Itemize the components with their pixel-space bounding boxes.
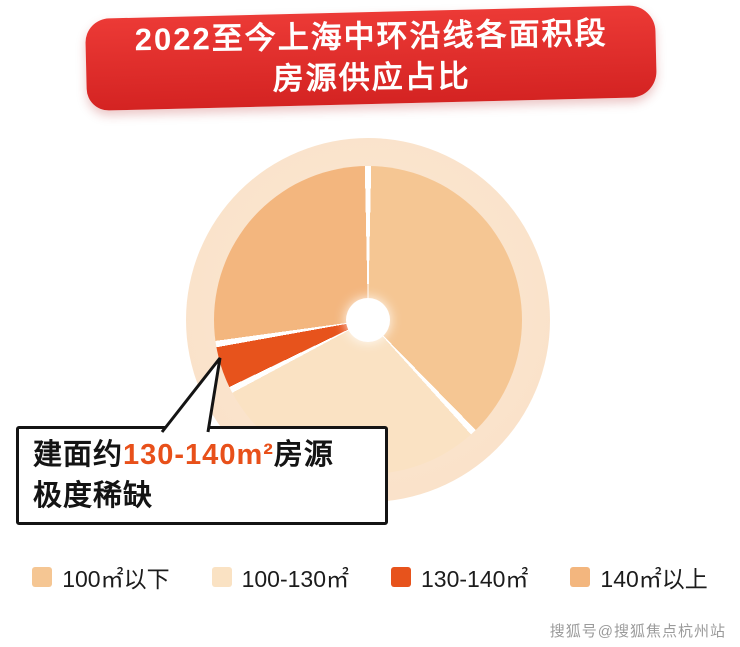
callout-highlight: 130-140m² [123, 439, 274, 471]
callout-text: 建面约130-140m²房源极度稀缺 [33, 435, 371, 516]
title-ribbon: 2022至今上海中环沿线各面积段 房源供应占比 [84, 5, 658, 111]
legend-item-130-140: 130-140㎡ [391, 560, 528, 594]
callout-line2: 极度稀缺 [33, 479, 154, 512]
chart-title-line2: 房源供应占比 [272, 58, 471, 97]
chart-title-line1: 2022至今上海中环沿线各面积段 [133, 15, 608, 58]
legend-item-under-100: 100㎡以下 [32, 560, 170, 594]
callout-prefix: 建面约 [33, 439, 124, 471]
chart-title: 2022至今上海中环沿线各面积段 房源供应占比 [134, 14, 608, 102]
callout-suffix: 房源 [273, 439, 334, 471]
legend-label-130-140: 130-140㎡ [421, 566, 529, 592]
legend-item-over-140: 140㎡以上 [570, 560, 708, 594]
pie-center-hole [346, 298, 390, 342]
legend-swatch-under-100 [32, 567, 53, 587]
callout-box: 建面约130-140m²房源极度稀缺 [16, 426, 388, 526]
legend-swatch-over-140 [570, 567, 591, 587]
callout-pointer-icon [160, 357, 222, 433]
legend-label-over-140: 140㎡以上 [600, 566, 708, 592]
legend-label-100-130: 100-130㎡ [241, 566, 349, 592]
legend-swatch-130-140 [391, 567, 411, 587]
legend-swatch-100-130 [211, 567, 232, 587]
legend-item-100-130: 100-130㎡ [211, 560, 349, 594]
legend: 100㎡以下 100-130㎡ 130-140㎡ 140㎡以上 [0, 560, 740, 594]
watermark: 搜狐号@搜狐焦点杭州站 [549, 623, 726, 640]
legend-label-under-100: 100㎡以下 [62, 566, 170, 592]
